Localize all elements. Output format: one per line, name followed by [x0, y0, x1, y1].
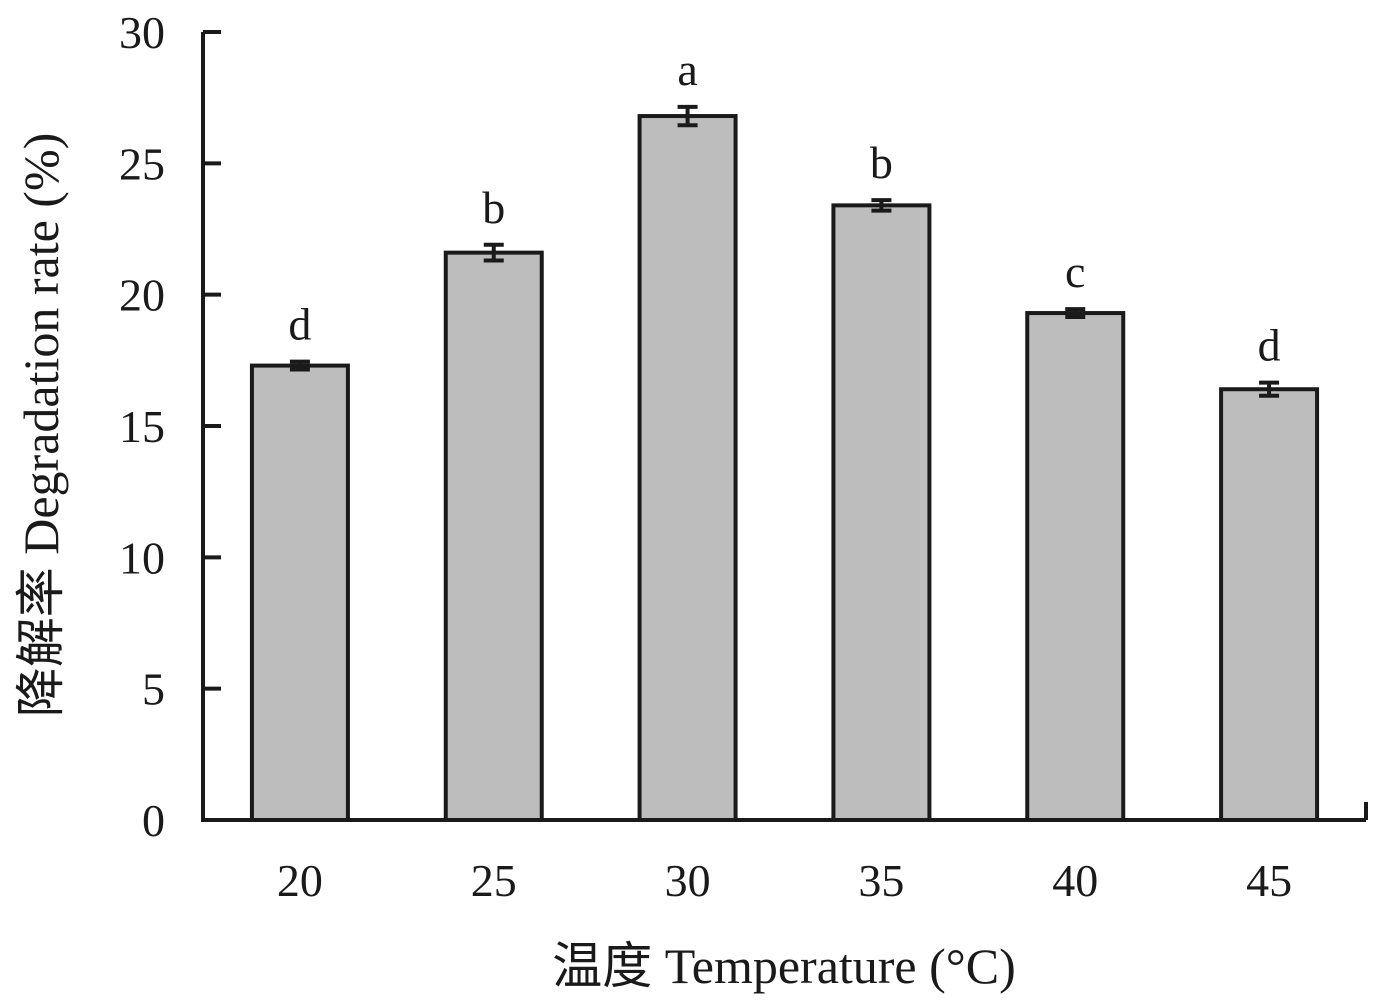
x-tick-label: 30 [665, 855, 711, 906]
significance-labels-group: d b a b c d [288, 44, 1280, 371]
bar [1025, 311, 1126, 822]
x-axis: 20 25 30 35 40 45 [201, 802, 1368, 906]
significance-letter: c [1065, 246, 1085, 297]
x-tick-label: 40 [1052, 855, 1098, 906]
bar [1219, 387, 1320, 822]
y-axis-label: 降解率 Degradation rate (%) [13, 133, 69, 718]
significance-letter: d [288, 299, 311, 350]
bar [831, 203, 932, 823]
significance-letter: a [677, 44, 697, 95]
y-tick-label: 10 [119, 532, 165, 583]
significance-letter: d [1258, 320, 1281, 371]
bar [637, 114, 738, 822]
significance-letter: b [482, 182, 505, 233]
bars-group [249, 114, 1320, 823]
error-bars-group [289, 104, 1280, 398]
x-tick-label: 25 [471, 855, 517, 906]
y-tick-label: 25 [119, 138, 165, 189]
y-axis: 0 5 10 15 20 25 30 [119, 7, 221, 846]
bar [249, 363, 350, 822]
y-tick-label: 5 [142, 664, 165, 715]
bar [443, 250, 544, 822]
y-tick-label: 30 [119, 7, 165, 58]
x-tick-label: 45 [1246, 855, 1292, 906]
y-tick-label: 0 [142, 795, 165, 846]
significance-letter: b [870, 137, 893, 188]
x-tick-label: 20 [277, 855, 323, 906]
x-tick-label: 35 [858, 855, 904, 906]
x-axis-label: 温度 Temperature (°C) [552, 938, 1016, 994]
y-tick-label: 20 [119, 270, 165, 321]
y-tick-label: 15 [119, 401, 165, 452]
